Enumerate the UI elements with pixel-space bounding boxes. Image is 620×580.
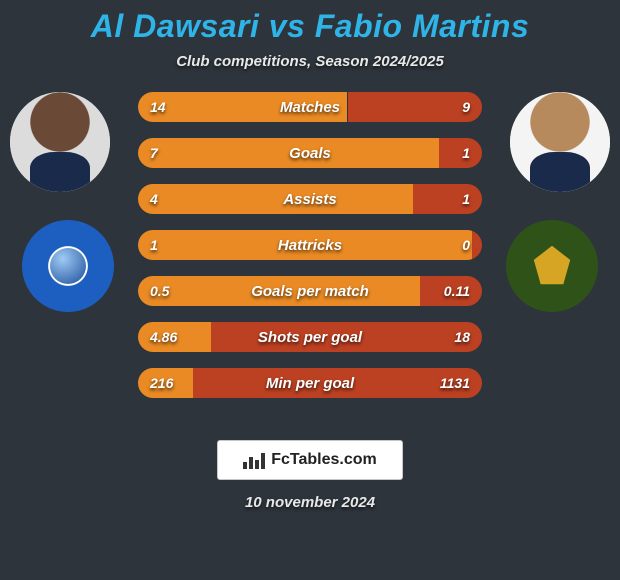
page-title: Al Dawsari vs Fabio Martins (0, 0, 620, 45)
player-right-avatar (510, 92, 610, 192)
stat-row: Shots per goal4.8618 (138, 322, 482, 352)
stat-bar-right (193, 368, 482, 398)
stat-bar-right (439, 138, 482, 168)
comparison-stage: Matches149 Goals71 Assists41 Hattricks10 Goa… (0, 82, 620, 422)
stat-bar-left (138, 230, 472, 260)
stat-bar-left (138, 322, 211, 352)
brand-badge: FcTables.com (217, 440, 403, 480)
person-icon (10, 92, 110, 192)
stat-bar (138, 276, 482, 306)
stat-bar-left (138, 184, 413, 214)
stat-bar-right (420, 276, 482, 306)
brand-label: FcTables.com (271, 451, 377, 469)
player-left-avatar (10, 92, 110, 192)
stat-bar-right (472, 230, 482, 260)
stat-bar-right (348, 92, 483, 122)
stat-row: Goals71 (138, 138, 482, 168)
stat-bar (138, 184, 482, 214)
person-icon (510, 92, 610, 192)
stat-bar-right (211, 322, 482, 352)
stat-row: Min per goal2161131 (138, 368, 482, 398)
stat-row: Hattricks10 (138, 230, 482, 260)
stat-bar-left (138, 368, 193, 398)
subtitle: Club competitions, Season 2024/2025 (0, 53, 620, 70)
footer-date: 10 november 2024 (0, 494, 620, 511)
stat-bar-left (138, 276, 420, 306)
stat-bar (138, 368, 482, 398)
stat-bar-right (413, 184, 482, 214)
stat-bar (138, 322, 482, 352)
stat-bar (138, 230, 482, 260)
stat-row: Goals per match0.50.11 (138, 276, 482, 306)
crest-icon (22, 220, 114, 312)
stat-bars: Matches149 Goals71 Assists41 Hattricks10 Goa… (138, 92, 482, 414)
club-left-crest (22, 220, 114, 312)
club-right-crest (506, 220, 598, 312)
stat-row: Matches149 (138, 92, 482, 122)
stat-bar-left (138, 92, 347, 122)
stat-bar (138, 92, 482, 122)
stat-bar (138, 138, 482, 168)
crest-icon (506, 220, 598, 312)
stat-row: Assists41 (138, 184, 482, 214)
bar-chart-icon (243, 451, 265, 469)
stat-bar-left (138, 138, 439, 168)
